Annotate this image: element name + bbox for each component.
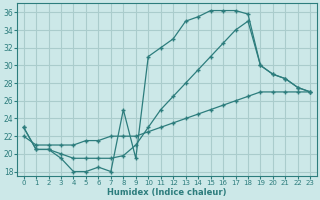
X-axis label: Humidex (Indice chaleur): Humidex (Indice chaleur)	[107, 188, 227, 197]
